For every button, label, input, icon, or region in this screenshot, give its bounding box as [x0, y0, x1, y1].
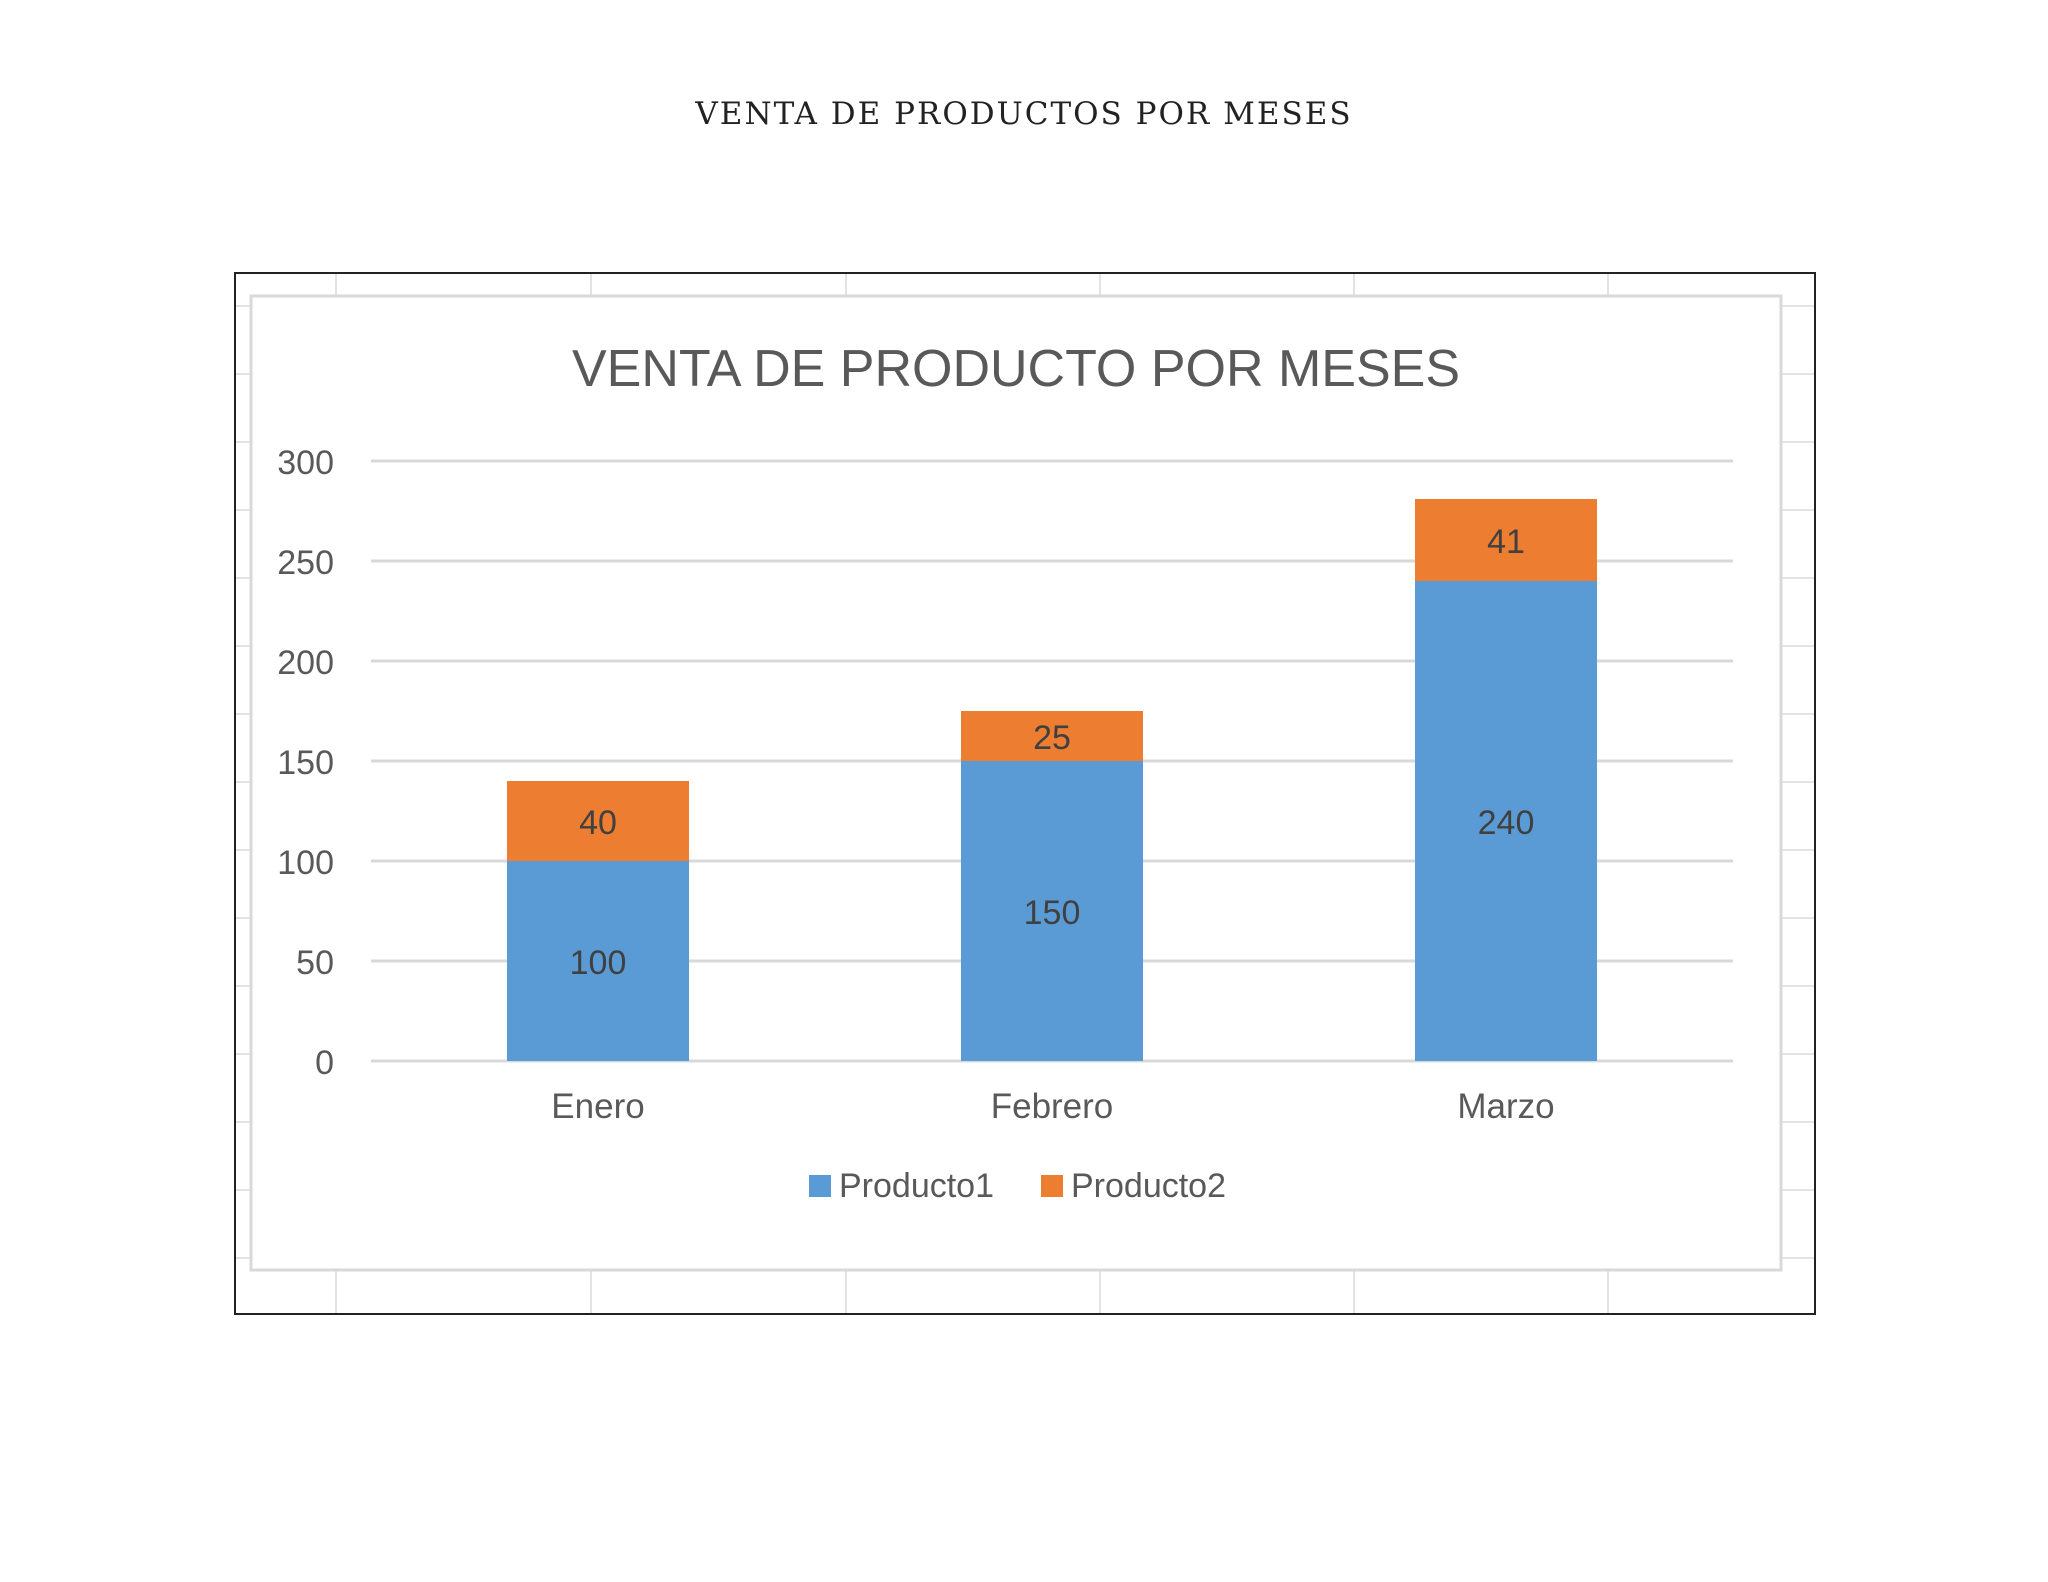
y-tick-label: 100: [277, 844, 334, 882]
data-label: 40: [579, 804, 617, 842]
data-label: 41: [1487, 523, 1525, 561]
y-tick-label: 150: [277, 744, 334, 782]
chart-frame: VENTA DE PRODUCTO POR MESES 0 50 100 150 200…: [234, 272, 1816, 1315]
legend: Producto1 Producto2: [809, 1167, 1226, 1205]
y-tick-label: 200: [277, 644, 334, 682]
data-label: 240: [1478, 804, 1535, 842]
x-tick-label: Febrero: [991, 1087, 1114, 1126]
bar-segment-producto2-enero: [507, 781, 689, 861]
bar-segment-producto1-febrero: [961, 761, 1143, 1061]
y-tick-label: 250: [277, 544, 334, 582]
x-tick-label: Enero: [551, 1087, 644, 1126]
legend-swatch: [1041, 1175, 1063, 1197]
x-axis-tick-labels: Enero Febrero Marzo: [551, 1087, 1554, 1126]
y-tick-label: 50: [296, 944, 334, 982]
legend-label: Producto2: [1071, 1167, 1226, 1205]
stacked-bar-chart: VENTA DE PRODUCTO POR MESES 0 50 100 150 200…: [236, 274, 1814, 1313]
bar-segment-producto1-marzo: [1415, 581, 1597, 1061]
x-tick-label: Marzo: [1457, 1087, 1554, 1126]
page-heading: VENTA DE PRODUCTOS POR MESES: [695, 96, 1353, 132]
legend-swatch: [809, 1175, 831, 1197]
data-label: 150: [1024, 894, 1081, 932]
bar-segment-producto1-enero: [507, 861, 689, 1061]
y-axis-tick-labels: 0 50 100 150 200 250 300: [277, 444, 334, 1082]
y-tick-label: 0: [315, 1044, 334, 1082]
bar-segment-producto2-febrero: [961, 711, 1143, 761]
legend-label: Producto1: [839, 1167, 994, 1205]
data-label: 100: [570, 944, 627, 982]
chart-title: VENTA DE PRODUCTO POR MESES: [572, 340, 1460, 398]
bar-segment-producto2-marzo: [1415, 499, 1597, 581]
y-tick-label: 300: [277, 444, 334, 482]
bars: 100 40 150 25 240 41: [507, 499, 1597, 1061]
data-label: 25: [1033, 719, 1071, 757]
